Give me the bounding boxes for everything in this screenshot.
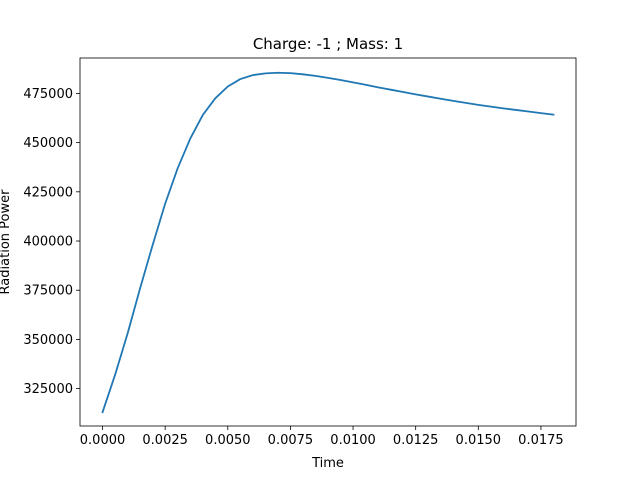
x-tick-label: 0.0150	[456, 433, 502, 448]
y-tick-label: 450000	[23, 136, 73, 151]
x-axis: 0.0000 0.0025 0.0050 0.0075 0.0100 0.0125 0.01…	[80, 426, 564, 448]
y-tick-label: 350000	[23, 333, 73, 348]
series-line	[101, 71, 555, 414]
x-axis-label: Time	[311, 456, 344, 471]
x-tick-label: 0.0125	[393, 433, 439, 448]
x-tick-label: 0.0050	[205, 433, 251, 448]
plot-area	[101, 71, 555, 414]
y-tick-label: 475000	[23, 87, 73, 102]
axes-frame	[79, 57, 577, 427]
y-tick-label: 375000	[23, 284, 73, 299]
x-tick-label: 0.0075	[268, 433, 314, 448]
y-tick-label: 425000	[23, 185, 73, 200]
y-tick-label: 325000	[23, 382, 73, 397]
x-tick-label: 0.0175	[518, 433, 564, 448]
x-tick-label: 0.0000	[80, 433, 126, 448]
x-tick-label: 0.0025	[142, 433, 188, 448]
y-axis: 325000 350000 375000 400000 425000 450000 4750…	[23, 87, 80, 397]
y-tick-label: 400000	[23, 235, 73, 250]
x-tick-label: 0.0100	[330, 433, 376, 448]
y-axis-label: Radiation Power	[0, 189, 13, 295]
chart-title: Charge: -1 ; Mass: 1	[253, 35, 403, 53]
